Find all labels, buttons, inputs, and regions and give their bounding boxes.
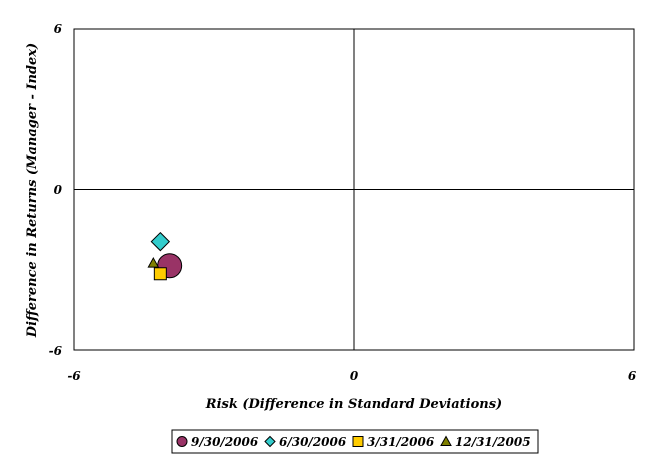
legend-marker-triangle — [440, 435, 452, 446]
legend-label: 12/31/2005 — [455, 435, 531, 449]
x-tick-label: -6 — [67, 369, 81, 383]
legend-label: 6/30/2006 — [279, 435, 347, 449]
legend-label: 9/30/2006 — [191, 435, 259, 449]
data-point-diamond — [150, 231, 171, 252]
legend-marker-circle — [176, 436, 188, 447]
legend: 9/30/2006 6/30/2006 3/31/2006 12/31/2005 — [176, 435, 531, 449]
data-point-triangle — [147, 257, 160, 268]
data-points — [147, 231, 183, 281]
legend-marker-square — [352, 436, 364, 447]
data-point-square — [153, 267, 167, 281]
legend-label: 3/31/2006 — [367, 435, 435, 449]
legend-marker-diamond — [264, 435, 276, 448]
x-axis-title: Risk (Difference in Standard Deviations) — [205, 397, 502, 412]
y-tick-label: -6 — [49, 344, 63, 358]
x-tick-label: 6 — [628, 369, 637, 383]
y-tick-label: 0 — [54, 183, 63, 197]
x-tick-label: 0 — [350, 369, 359, 383]
y-axis-title: Difference in Returns (Manager - Index) — [25, 43, 40, 338]
y-tick-label: 6 — [54, 22, 63, 36]
